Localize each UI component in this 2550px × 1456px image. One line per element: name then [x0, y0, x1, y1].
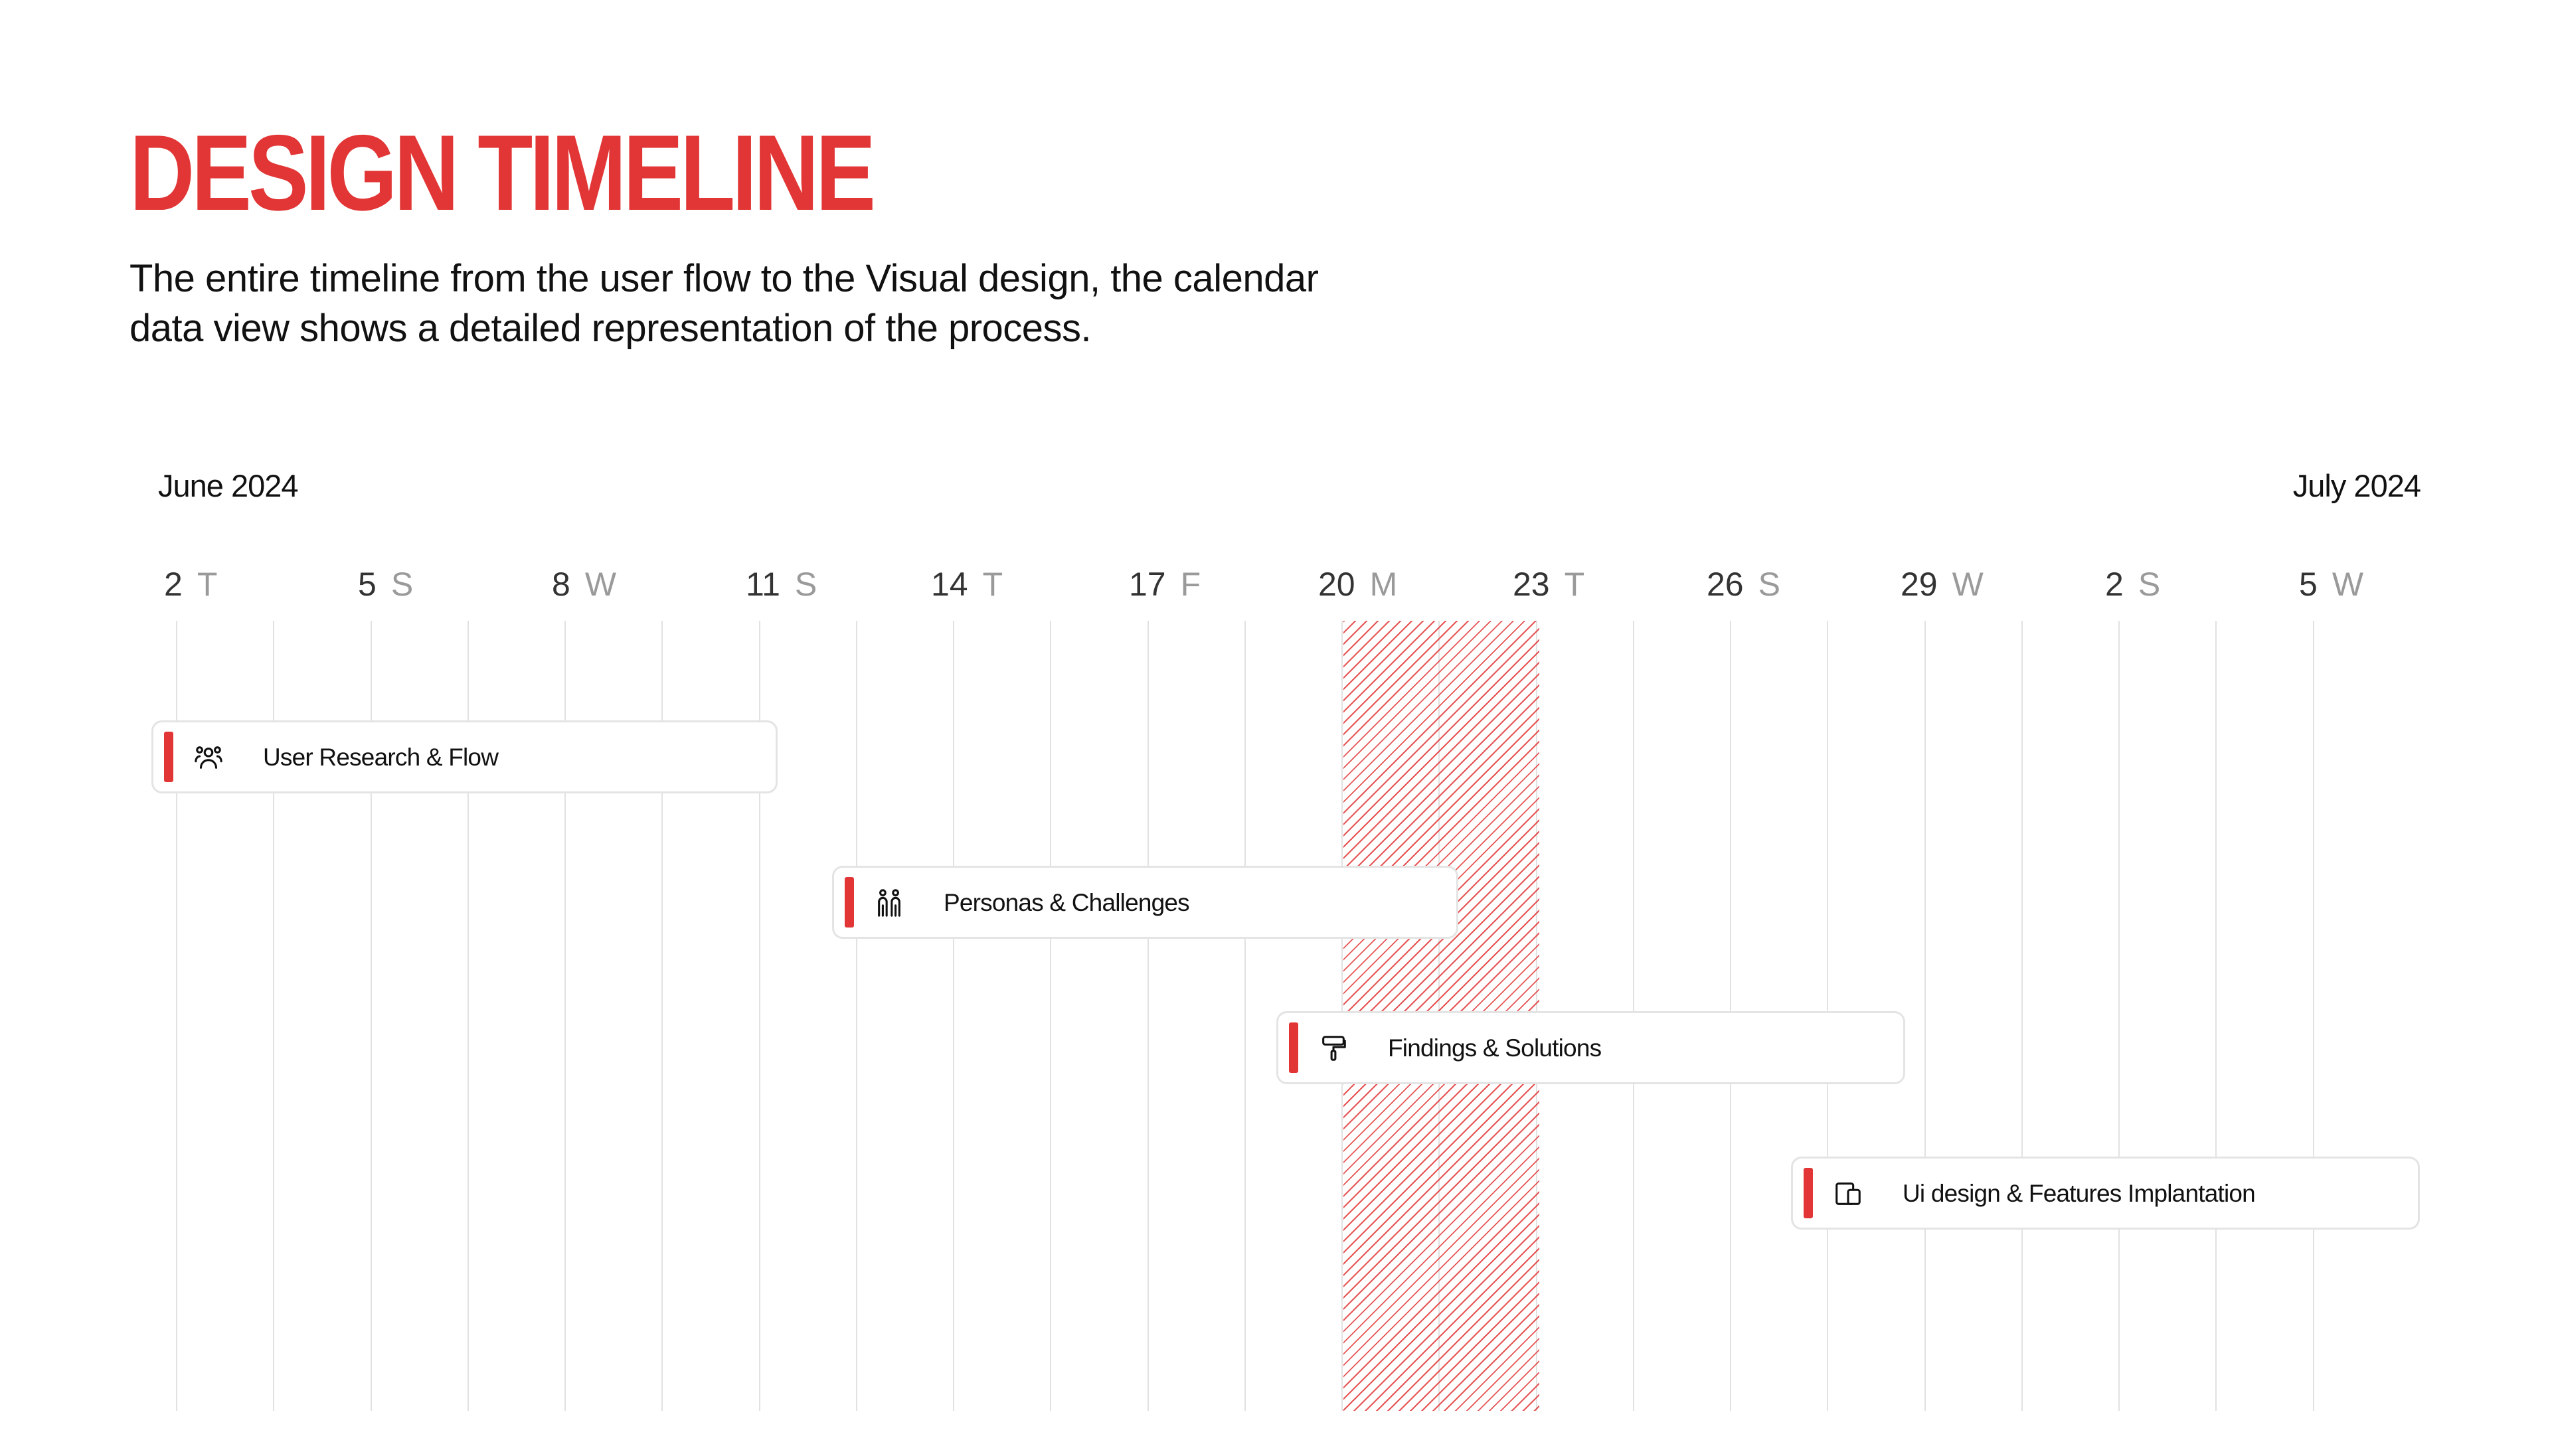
task-marker	[1804, 1168, 1813, 1218]
page-title: DESIGN TIMELINE	[129, 113, 876, 233]
grid-line	[2118, 621, 2120, 1411]
day-weekday: S	[794, 566, 817, 603]
day-number: 14	[931, 566, 968, 603]
grid-line	[759, 621, 760, 1411]
day-weekday: S	[390, 566, 414, 603]
day-weekday: S	[2138, 566, 2161, 603]
day-weekday: F	[1180, 566, 1201, 603]
end-month-label: July 2024	[2292, 468, 2421, 503]
day-number: 8	[552, 566, 570, 603]
task-label: Personas & Challenges	[944, 889, 1190, 916]
day-weekday: W	[584, 566, 617, 603]
day-label: 14 T	[931, 568, 1003, 601]
task-marker	[1289, 1022, 1298, 1073]
day-weekday: T	[1564, 566, 1585, 603]
task-bar-personas[interactable]: Personas & Challenges	[832, 866, 1458, 939]
day-label: 23 T	[1513, 568, 1584, 601]
task-marker	[845, 877, 854, 928]
grid-line	[371, 621, 372, 1411]
day-label: 29 W	[1901, 568, 1984, 601]
day-number: 17	[1129, 566, 1166, 603]
task-label: Ui design & Features Implantation	[1903, 1180, 2256, 1207]
grid-line	[564, 621, 566, 1411]
start-month-label: June 2024	[158, 468, 299, 503]
day-weekday: T	[982, 566, 1003, 603]
task-label: User Research & Flow	[263, 744, 499, 771]
page-subtitle: The entire timeline from the user flow t…	[129, 254, 1557, 353]
grid-line	[468, 621, 469, 1411]
grid-line	[856, 621, 857, 1411]
grid-line	[1148, 621, 1149, 1411]
day-label: 26 S	[1707, 568, 1780, 601]
day-number: 11	[746, 566, 780, 603]
day-number: 26	[1707, 566, 1744, 603]
people-icon	[878, 889, 900, 917]
grid-line	[1924, 621, 1926, 1411]
grid-line	[273, 621, 274, 1411]
task-bar-ui-design[interactable]: Ui design & Features Implantation	[1791, 1157, 2420, 1230]
day-label: 20 M	[1318, 568, 1397, 601]
day-number: 2	[2105, 566, 2124, 603]
grid-line	[2021, 621, 2023, 1411]
day-weekday: T	[197, 566, 218, 603]
users-icon	[195, 746, 222, 769]
task-bar-findings[interactable]: Findings & Solutions	[1276, 1011, 1905, 1084]
devices-icon	[1835, 1182, 1861, 1205]
day-number: 23	[1513, 566, 1550, 603]
grid-line	[1244, 621, 1246, 1411]
day-label: 17 F	[1129, 568, 1201, 601]
day-number: 2	[164, 566, 183, 603]
grid-line	[1050, 621, 1051, 1411]
day-number: 20	[1318, 566, 1355, 603]
day-weekday: W	[2332, 566, 2364, 603]
day-number: 5	[358, 566, 377, 603]
day-weekday: W	[1952, 566, 1984, 603]
subtitle-line-1: The entire timeline from the user flow t…	[129, 257, 1319, 300]
day-label: 11 S	[746, 568, 817, 601]
task-bar-user-research[interactable]: User Research & Flow	[151, 720, 778, 793]
grid-line	[2215, 621, 2217, 1411]
task-marker	[164, 732, 173, 782]
grid-line	[176, 621, 177, 1411]
day-weekday: S	[1758, 566, 1780, 603]
day-number: 5	[2299, 566, 2318, 603]
day-number: 29	[1901, 566, 1938, 603]
grid-line	[661, 621, 663, 1411]
subtitle-line-2: data view shows a detailed representatio…	[129, 307, 1092, 350]
grid-line	[953, 621, 954, 1411]
grid-line	[2313, 621, 2314, 1411]
day-weekday: M	[1369, 566, 1398, 603]
task-label: Findings & Solutions	[1388, 1034, 1602, 1062]
paint-roller-icon	[1322, 1036, 1346, 1061]
